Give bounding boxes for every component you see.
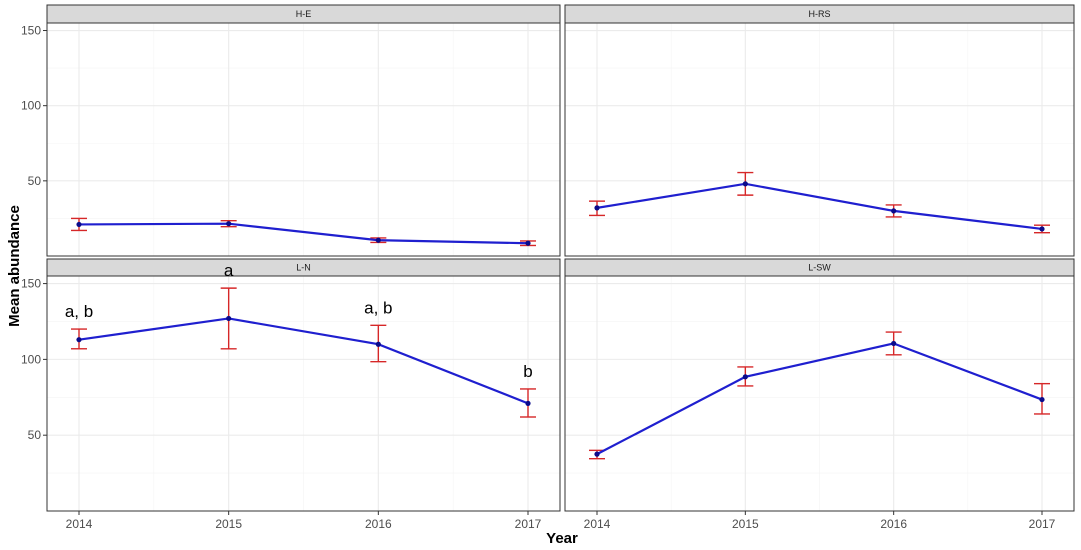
panels-layer: H-E 50 100 150 H-RS L-N 50 100 150 2014 2015 2016 20… [21,4,1075,531]
facet-strip-label: H-E [296,9,312,19]
significance-label: a, b [65,302,93,321]
data-point [226,315,232,322]
panel-l-n: L-N 50 100 150 2014 2015 2016 2017 a, b a a, b b [21,258,561,531]
panel-h-rs: H-RS [564,4,1075,257]
x-tick-label: 2017 [1029,517,1056,531]
significance-label: b [523,362,532,381]
x-tick-label: 2016 [365,517,392,531]
data-point [525,400,531,406]
y-tick-label: 100 [21,352,41,366]
facet-strip-label: L-N [296,263,311,273]
data-point [525,240,531,246]
data-point [742,374,748,380]
y-tick-label: 150 [21,277,41,291]
x-tick-label: 2015 [215,517,242,531]
x-tick-label: 2017 [515,517,542,531]
facet-strip-label: L-SW [808,263,831,273]
y-tick-label: 50 [28,174,42,188]
series-line [596,182,1043,231]
series-line [596,342,1043,456]
panel-border [564,275,1075,512]
x-tick-label: 2014 [584,517,611,531]
y-tick-label: 50 [28,428,42,442]
data-point [76,221,82,228]
data-point [891,208,897,214]
data-point [1039,396,1045,403]
data-point [891,340,897,347]
panel-l-sw: L-SW 2014 2015 2016 2017 [564,258,1075,531]
x-tick-label: 2014 [66,517,93,531]
data-point [1039,226,1045,232]
data-point [594,451,600,457]
data-point [226,221,232,227]
x-tick-label: 2015 [732,517,759,531]
data-point [594,205,600,211]
significance-label: a [224,261,234,280]
data-point [375,237,381,243]
panel-h-e: H-E 50 100 150 [21,4,561,257]
panel-border [564,22,1075,257]
data-point [742,181,748,187]
data-point [76,337,82,343]
panel-border [46,275,561,512]
panel-border [46,22,561,257]
facet-strip-label: H-RS [809,9,831,19]
y-tick-label: 150 [21,24,41,38]
x-axis-title: Year [546,530,578,547]
significance-label: a, b [364,298,392,317]
y-axis-title: Mean abundance [6,205,23,327]
x-tick-label: 2016 [880,517,907,531]
data-point [375,341,381,347]
series-line [78,222,529,245]
series-line [78,317,529,405]
y-tick-label: 100 [21,99,41,113]
